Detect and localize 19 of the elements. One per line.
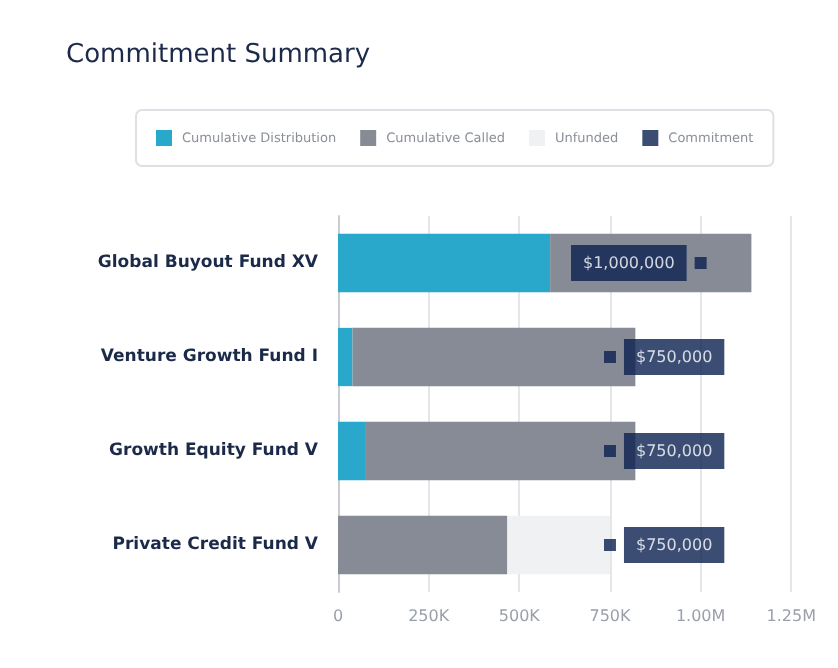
chart-title: Commitment Summary [66,40,371,70]
x-tick-label: 0 [332,607,344,625]
y-tick-label: Private Credit Fund V [112,535,319,555]
bar [338,233,551,293]
x-tick-label: 250K [408,607,451,625]
x-tick-label: 500K [498,607,542,625]
data-label: $1,000,000 [583,254,675,272]
x-tick-label: 1.25M [766,607,817,625]
data-label: $750,000 [635,348,713,366]
bar [338,515,508,575]
x-tick-label: 750K [589,607,632,625]
y-tick-label: Growth Equity Fund V [109,441,319,461]
bar [338,421,366,481]
data-label: $750,000 [635,442,713,460]
y-tick-label: Global Buyout Fund XV [97,253,319,273]
bar [338,327,353,387]
data-label: $750,000 [635,536,713,554]
y-tick-label: Venture Growth Fund I [100,347,318,367]
x-tick-label: 1.00M [675,607,726,625]
